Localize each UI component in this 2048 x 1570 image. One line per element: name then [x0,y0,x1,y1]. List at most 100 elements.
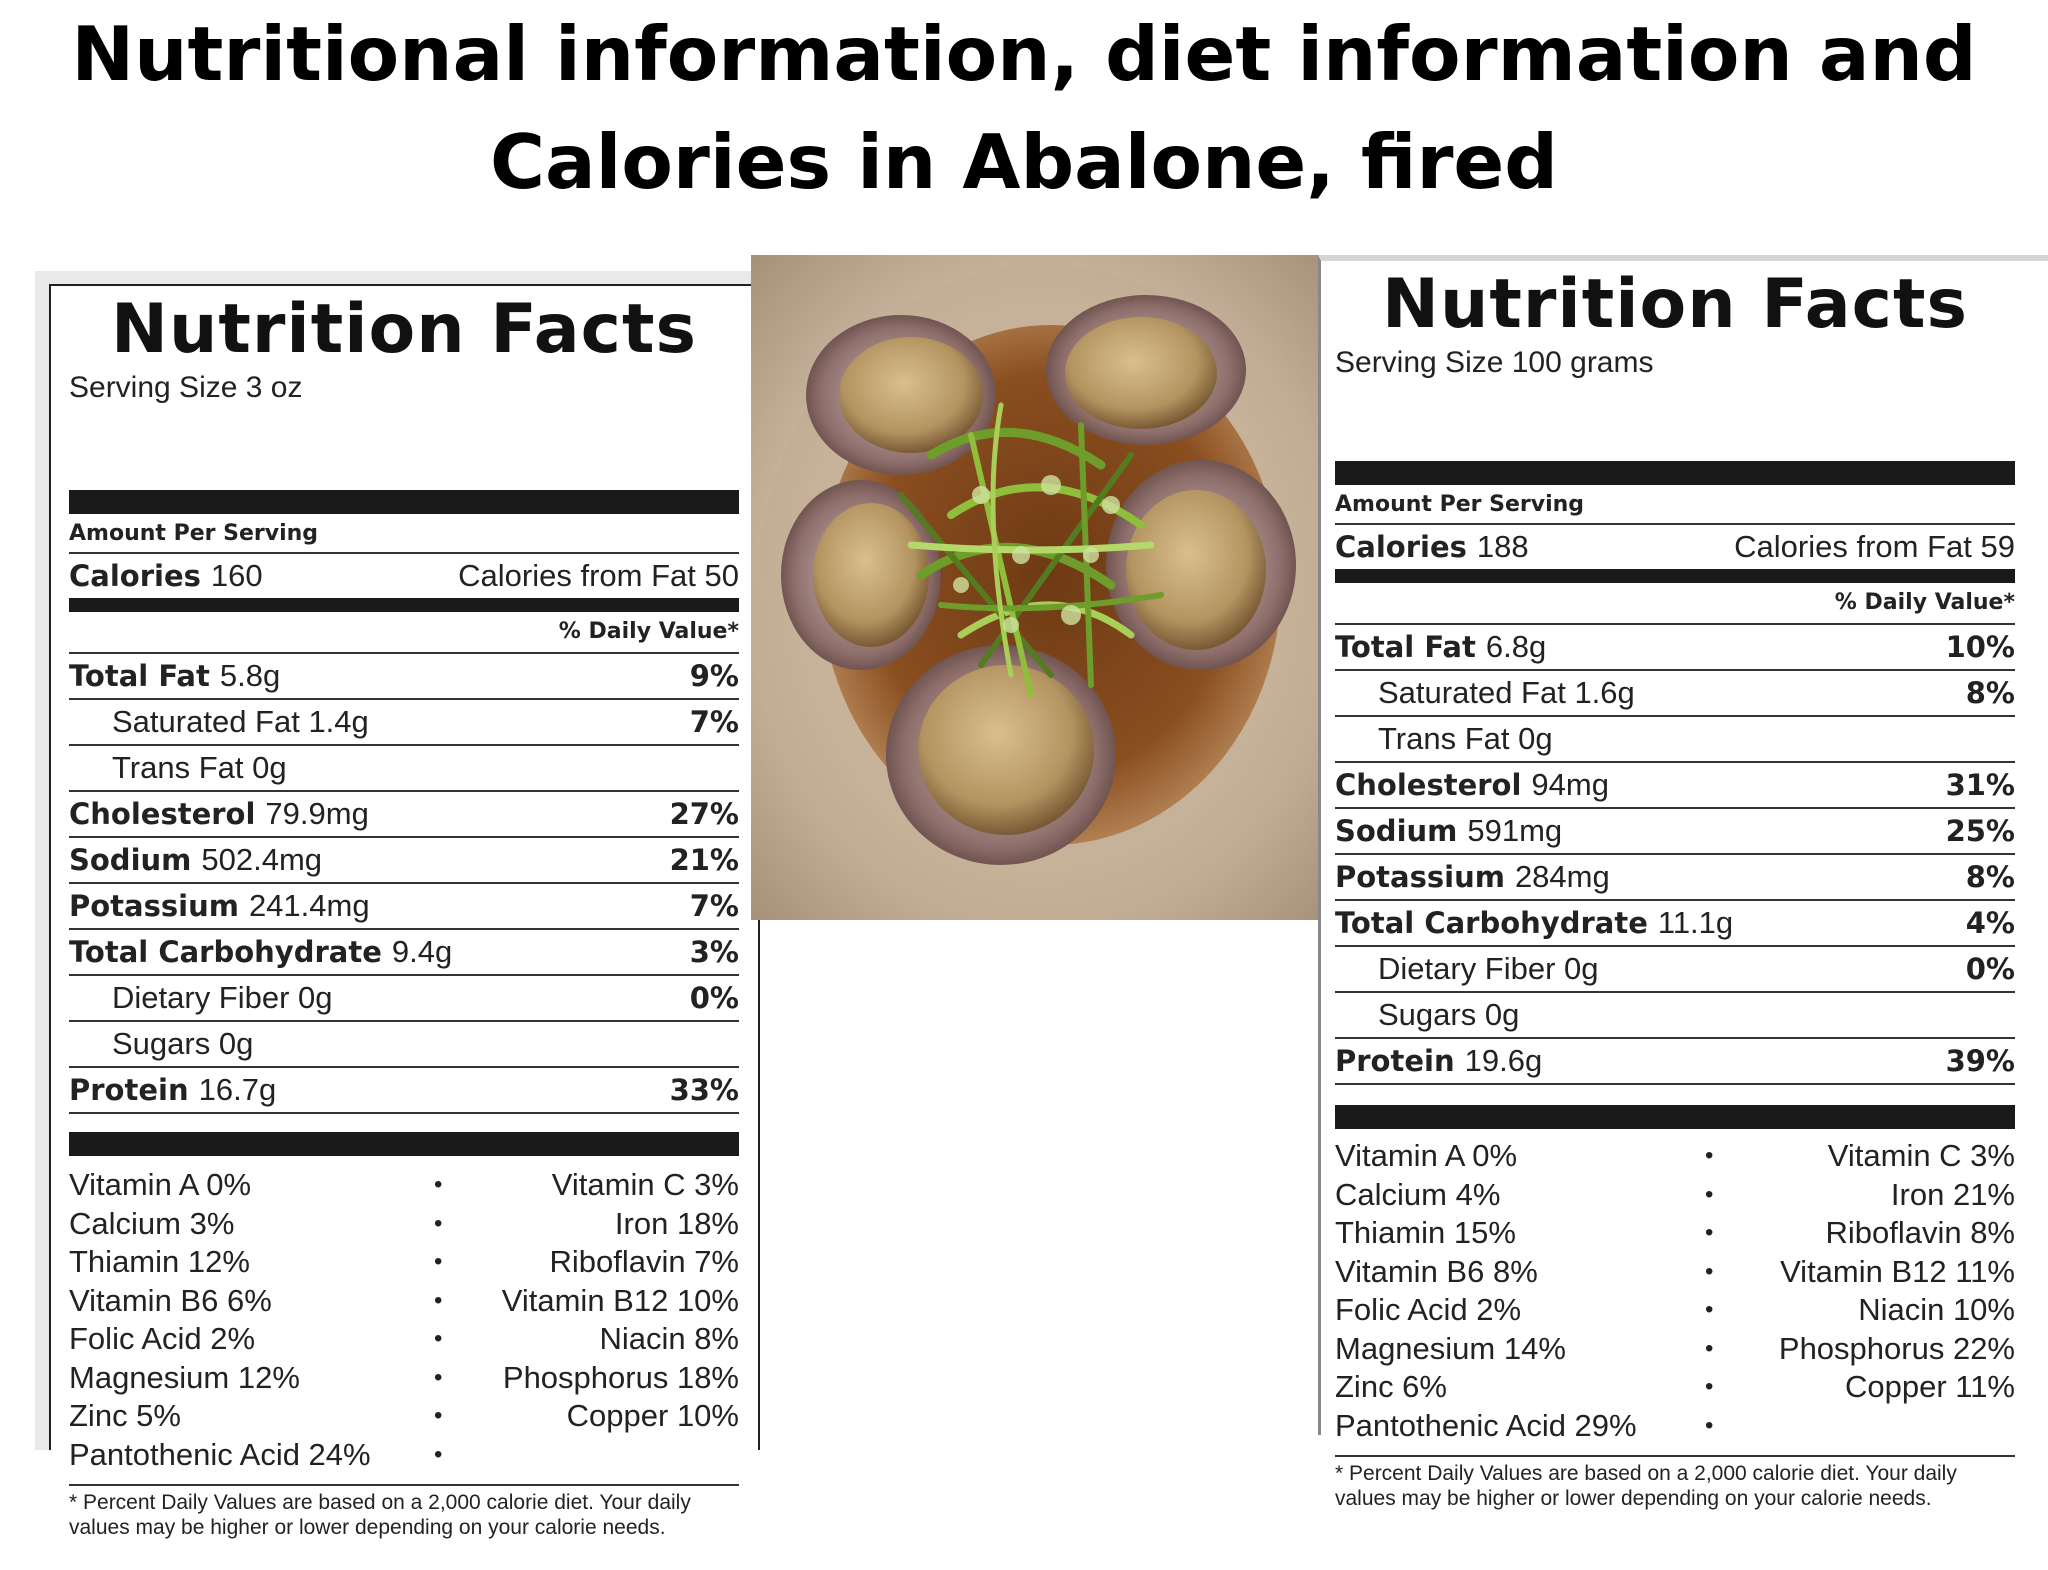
nutrient-daily-value: 8% [1965,860,2015,894]
nutrient-daily-value: 10% [1945,630,2015,664]
rule [1335,715,2015,717]
vitamin-right: Niacin 10% [1858,1292,2015,1328]
nutrient-name: Sugars 0g [1378,997,1520,1032]
rule [1335,899,2015,901]
rule [1335,761,2015,763]
nutrient-name-group: Potassium 284mg [1335,859,1610,895]
vitamin-row: Vitamin A 0% • Vitamin C 3% [1335,1137,2015,1176]
vitamin-row: Vitamin B6 6% • Vitamin B12 10% [69,1282,739,1321]
vitamin-row: Thiamin 15% • Riboflavin 8% [1335,1214,2015,1253]
vitamin-left: Folic Acid 2% [1335,1292,1522,1328]
vitamin-row: Folic Acid 2% • Niacin 8% [69,1320,739,1359]
thick-divider [69,490,739,514]
rule [69,744,739,746]
nutrient-amount: 79.9mg [265,796,369,831]
vitamin-left: Calcium 4% [1335,1176,1501,1212]
vitamin-right: Riboflavin 8% [1825,1215,2015,1251]
vitamin-left: Vitamin B6 8% [1335,1253,1538,1289]
serving-size: Serving Size 3 oz [69,371,303,404]
nutrient-daily-value: 33% [669,1073,739,1107]
footnote: * Percent Daily Values are based on a 2,… [69,1491,691,1539]
serving-size: Serving Size 100 grams [1335,346,1654,379]
bullet: • [1705,1219,1714,1247]
nutrient-name: Potassium [1335,860,1505,894]
nutrient-name: Cholesterol [1335,768,1522,802]
nutrient-daily-value: 7% [689,705,739,739]
label-title: Nutrition Facts [1382,265,1968,344]
nutrient-daily-value: 3% [689,935,739,969]
vitamin-right: Riboflavin 7% [549,1244,739,1280]
bullet: • [434,1286,443,1314]
rule [69,1020,739,1022]
nutrient-row: Total Fat 6.8g 10% [1335,625,2015,669]
bullet: • [434,1363,443,1391]
nutrient-daily-value: 0% [1965,952,2015,986]
nutrient-name: Saturated Fat 1.4g [112,704,369,739]
rule [1335,1083,2015,1085]
nutrient-daily-value: 31% [1945,768,2015,802]
nutrient-row: Protein 16.7g 33% [69,1068,739,1112]
vitamin-row: Thiamin 12% • Riboflavin 7% [69,1243,739,1282]
nutrient-name: Saturated Fat 1.6g [1378,675,1635,710]
nutrient-row: Sugars 0g [1335,993,2015,1037]
vitamin-right: Copper 11% [1844,1369,2015,1405]
rule [69,928,739,930]
scallion-rings [953,475,1120,633]
calories-value: 188 [1476,529,1529,564]
nutrient-name-group: Sodium 591mg [1335,813,1562,849]
nutrient-amount: 284mg [1514,859,1610,894]
vitamin-row: Folic Acid 2% • Niacin 10% [1335,1291,2015,1330]
bullet: • [1705,1257,1714,1285]
calories-row: Calories 188 Calories from Fat 59 [1335,525,2015,569]
bullet: • [1705,1296,1714,1324]
nutrient-name-group: Sodium 502.4mg [69,842,322,878]
nutrient-row: Sodium 591mg 25% [1335,809,2015,853]
nutrient-row: Protein 19.6g 39% [1335,1039,2015,1083]
nutrient-row: Potassium 241.4mg 7% [69,884,739,928]
bullet: • [1705,1142,1714,1170]
nutrient-name-group: Dietary Fiber 0g [1378,951,1599,987]
vitamin-left: Calcium 3% [69,1205,235,1241]
rule [69,836,739,838]
vitamin-left: Pantothenic Acid 29% [1335,1407,1637,1443]
nutrient-daily-value: 7% [689,889,739,923]
abalone-shells [781,295,1296,865]
vitamin-right: Niacin 8% [599,1321,739,1357]
daily-value-header: % Daily Value* [558,619,739,644]
rule [69,652,739,654]
slide-title: Nutritional information, diet informatio… [0,0,2048,216]
nutrient-amount: 6.8g [1485,629,1547,664]
bullet: • [434,1325,443,1353]
nutrient-name-group: Trans Fat 0g [112,750,287,786]
nutrient-daily-value: 8% [1965,676,2015,710]
nutrient-name-group: Cholesterol 79.9mg [69,796,369,832]
nutrient-name: Dietary Fiber 0g [1378,951,1599,986]
label-title: Nutrition Facts [111,290,697,369]
nutrient-row: Sodium 502.4mg 21% [69,838,739,882]
rule [69,790,739,792]
title-line-1: Nutritional information, diet informatio… [71,10,1977,98]
nutrient-row: Total Carbohydrate 11.1g 4% [1335,901,2015,945]
nutrient-amount: 241.4mg [248,888,370,923]
bullet: • [434,1402,443,1430]
nutrient-amount: 19.6g [1464,1043,1543,1078]
nutrient-name-group: Potassium 241.4mg [69,888,370,924]
vitamin-left: Thiamin 15% [1335,1215,1516,1251]
vitamin-left: Vitamin B6 6% [69,1282,272,1318]
vitamin-left: Zinc 5% [69,1398,181,1434]
nutrient-amount: 16.7g [198,1072,277,1107]
rule [1335,853,2015,855]
vitamin-right: Phosphorus 18% [502,1359,739,1395]
vitamin-row: Zinc 5% • Copper 10% [69,1397,739,1436]
nutrient-name-group: Cholesterol 94mg [1335,767,1609,803]
rule [1335,945,2015,947]
nutrient-row: Total Fat 5.8g 9% [69,654,739,698]
nutrient-name: Sugars 0g [112,1026,254,1061]
vitamin-right: Vitamin B12 11% [1780,1253,2015,1289]
nutrient-row: Saturated Fat 1.6g 8% [1335,671,2015,715]
rule [1335,623,2015,625]
nutrient-amount: 591mg [1467,813,1563,848]
rule [1335,1037,2015,1039]
medium-divider [1335,569,2015,583]
title-line-2: Calories in Abalone, fired [490,118,1558,206]
